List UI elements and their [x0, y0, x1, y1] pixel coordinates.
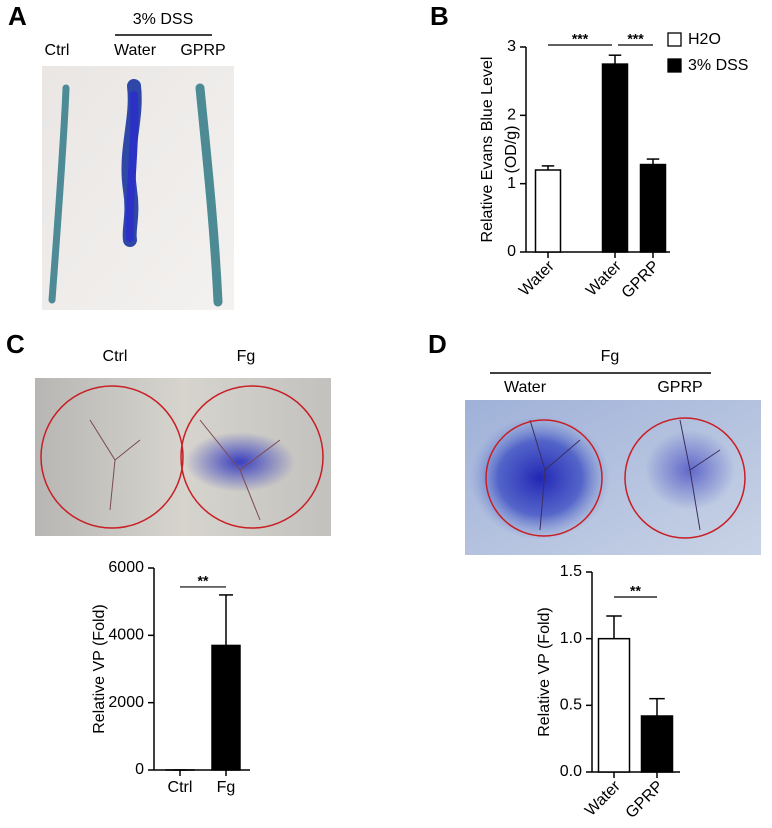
y-tick-label: 0.0 — [560, 763, 582, 780]
dye — [185, 432, 295, 492]
x-tick-label: GPRP — [619, 258, 663, 302]
bar — [601, 63, 629, 253]
photo-label: Ctrl — [103, 348, 128, 365]
photo-label: Ctrl — [45, 42, 70, 59]
x-tick-label: Water — [582, 777, 624, 819]
y-tick-label: 0.5 — [560, 697, 582, 714]
y-axis-label: Relative VP (Fold) — [536, 607, 553, 737]
circle — [624, 417, 746, 539]
bar — [534, 169, 562, 253]
panel-label: C — [6, 329, 25, 359]
circle — [485, 419, 603, 537]
significance-label: ** — [630, 583, 641, 599]
colon — [125, 91, 139, 242]
bar — [640, 715, 674, 773]
x-tick-label: Water — [583, 257, 625, 299]
panel-label: A — [8, 1, 27, 31]
panel-label: D — [428, 329, 447, 359]
legend-swatch — [667, 58, 682, 73]
y-tick-label: 2 — [507, 107, 516, 124]
y-tick-label: 0 — [135, 761, 144, 778]
y-tick-label: 4000 — [108, 627, 144, 644]
x-tick-label: Ctrl — [168, 779, 193, 796]
y-tick-label: 2000 — [108, 694, 144, 711]
y-tick-label: 6000 — [108, 559, 144, 576]
colon — [48, 84, 70, 304]
y-tick-label: 1.0 — [560, 630, 582, 647]
legend-label: H2O — [688, 31, 721, 48]
vessel — [529, 419, 721, 531]
circle — [180, 385, 324, 529]
y-tick-label: 3 — [507, 38, 516, 55]
photo-label: Water — [114, 42, 157, 59]
legend-label: 3% DSS — [688, 57, 748, 74]
photo-label: Water — [504, 379, 547, 396]
x-tick-label: Fg — [217, 779, 236, 796]
y-axis-label: Relative VP (Fold) — [91, 604, 108, 734]
vessel — [89, 419, 281, 521]
group-header: 3% DSS — [133, 11, 193, 28]
significance-label: *** — [627, 31, 644, 47]
legend-swatch — [667, 32, 682, 47]
bar — [597, 637, 631, 773]
significance-label: ** — [198, 573, 209, 589]
y-axis-label: (OD/g) — [503, 126, 520, 174]
y-tick-label: 1.5 — [560, 563, 582, 580]
bar — [211, 644, 241, 771]
colon — [195, 83, 223, 307]
dye — [470, 416, 610, 540]
y-tick-label: 1 — [507, 175, 516, 192]
photo-label: GPRP — [180, 42, 225, 59]
x-tick-label: GPRP — [623, 778, 667, 822]
circle — [40, 385, 184, 529]
y-axis-label: Relative Evans Blue Level — [479, 57, 496, 243]
bar — [639, 163, 667, 253]
photo-label: GPRP — [657, 379, 702, 396]
photo-label: Fg — [237, 348, 256, 365]
panel-label: B — [430, 1, 449, 31]
significance-label: *** — [572, 31, 589, 47]
y-tick-label: 0 — [507, 243, 516, 260]
group-header: Fg — [601, 348, 620, 365]
x-tick-label: Water — [516, 257, 558, 299]
